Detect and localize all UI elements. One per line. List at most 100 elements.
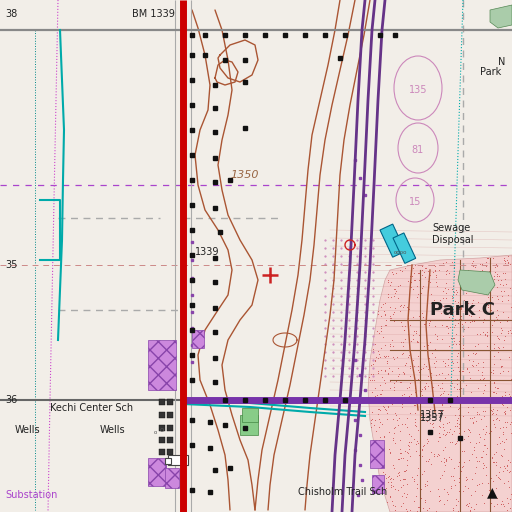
Point bbox=[407, 390, 415, 398]
Point bbox=[503, 295, 511, 304]
Point bbox=[418, 452, 426, 460]
Point bbox=[478, 371, 486, 379]
Point bbox=[382, 356, 391, 365]
Point bbox=[458, 463, 466, 471]
Point bbox=[403, 385, 411, 393]
Point bbox=[377, 395, 385, 403]
Point bbox=[440, 500, 449, 508]
Point bbox=[367, 422, 375, 431]
Point bbox=[500, 336, 508, 344]
Point bbox=[423, 382, 432, 390]
Point bbox=[430, 450, 438, 458]
Point bbox=[496, 424, 504, 432]
Point bbox=[423, 506, 432, 512]
Point bbox=[384, 402, 392, 410]
Point bbox=[400, 326, 409, 334]
Point bbox=[452, 286, 460, 294]
Point bbox=[410, 497, 418, 505]
Point bbox=[404, 430, 413, 438]
Point bbox=[430, 416, 438, 424]
Point bbox=[480, 314, 488, 323]
Bar bbox=[167, 425, 173, 431]
Point bbox=[486, 367, 495, 375]
Point bbox=[394, 293, 402, 302]
Point bbox=[476, 279, 484, 287]
Point bbox=[441, 266, 450, 274]
Point bbox=[444, 329, 453, 337]
Point bbox=[398, 492, 406, 500]
Point bbox=[447, 334, 455, 343]
Point bbox=[484, 301, 493, 309]
Point bbox=[489, 388, 497, 396]
Point bbox=[371, 357, 379, 366]
Point bbox=[376, 390, 385, 398]
Point bbox=[405, 305, 413, 313]
Point bbox=[490, 268, 499, 276]
Point bbox=[449, 472, 457, 480]
Point bbox=[489, 405, 497, 413]
Text: oooo: oooo bbox=[393, 249, 407, 254]
Point bbox=[439, 389, 447, 397]
Point bbox=[489, 477, 497, 485]
Point bbox=[452, 290, 460, 298]
Point bbox=[376, 325, 385, 333]
Point bbox=[494, 275, 502, 284]
Point bbox=[497, 500, 505, 508]
Point bbox=[503, 461, 511, 469]
Point bbox=[382, 352, 390, 360]
Point bbox=[436, 295, 444, 304]
Point bbox=[405, 437, 413, 445]
Point bbox=[395, 414, 403, 422]
Point bbox=[483, 331, 492, 339]
Point bbox=[500, 408, 508, 416]
Point bbox=[390, 317, 398, 326]
Point bbox=[493, 306, 501, 314]
Point bbox=[458, 447, 466, 455]
Point bbox=[392, 411, 400, 419]
Point bbox=[378, 386, 386, 394]
Point bbox=[411, 400, 419, 409]
Point bbox=[447, 285, 456, 293]
Point bbox=[398, 481, 407, 489]
Point bbox=[435, 451, 443, 459]
Point bbox=[371, 340, 379, 349]
Point bbox=[453, 416, 461, 424]
Point bbox=[448, 356, 456, 365]
Point bbox=[437, 394, 445, 402]
Point bbox=[450, 263, 458, 271]
Point bbox=[382, 409, 391, 417]
Point bbox=[445, 269, 454, 277]
Point bbox=[450, 506, 458, 512]
Point bbox=[384, 370, 392, 378]
Point bbox=[374, 369, 382, 377]
Point bbox=[367, 416, 375, 424]
Point bbox=[457, 312, 465, 320]
Point bbox=[374, 307, 382, 315]
Point bbox=[462, 476, 470, 484]
Point bbox=[383, 276, 392, 284]
Point bbox=[499, 343, 507, 351]
Point bbox=[467, 312, 475, 321]
Point bbox=[406, 321, 414, 329]
Point bbox=[492, 447, 500, 456]
Point bbox=[484, 285, 493, 293]
Point bbox=[484, 293, 492, 301]
Point bbox=[434, 437, 442, 445]
Point bbox=[437, 408, 445, 416]
Point bbox=[419, 312, 428, 321]
Point bbox=[385, 364, 393, 372]
Point bbox=[479, 358, 487, 367]
Point bbox=[421, 378, 430, 387]
Point bbox=[500, 462, 508, 471]
Point bbox=[465, 438, 474, 446]
Point bbox=[485, 257, 494, 265]
Point bbox=[390, 464, 398, 472]
Point bbox=[402, 493, 411, 501]
Point bbox=[413, 293, 421, 301]
Point bbox=[478, 490, 486, 499]
Point bbox=[372, 426, 380, 435]
Point bbox=[456, 294, 464, 302]
Point bbox=[410, 269, 418, 277]
Point bbox=[472, 487, 480, 496]
Point bbox=[377, 366, 386, 374]
